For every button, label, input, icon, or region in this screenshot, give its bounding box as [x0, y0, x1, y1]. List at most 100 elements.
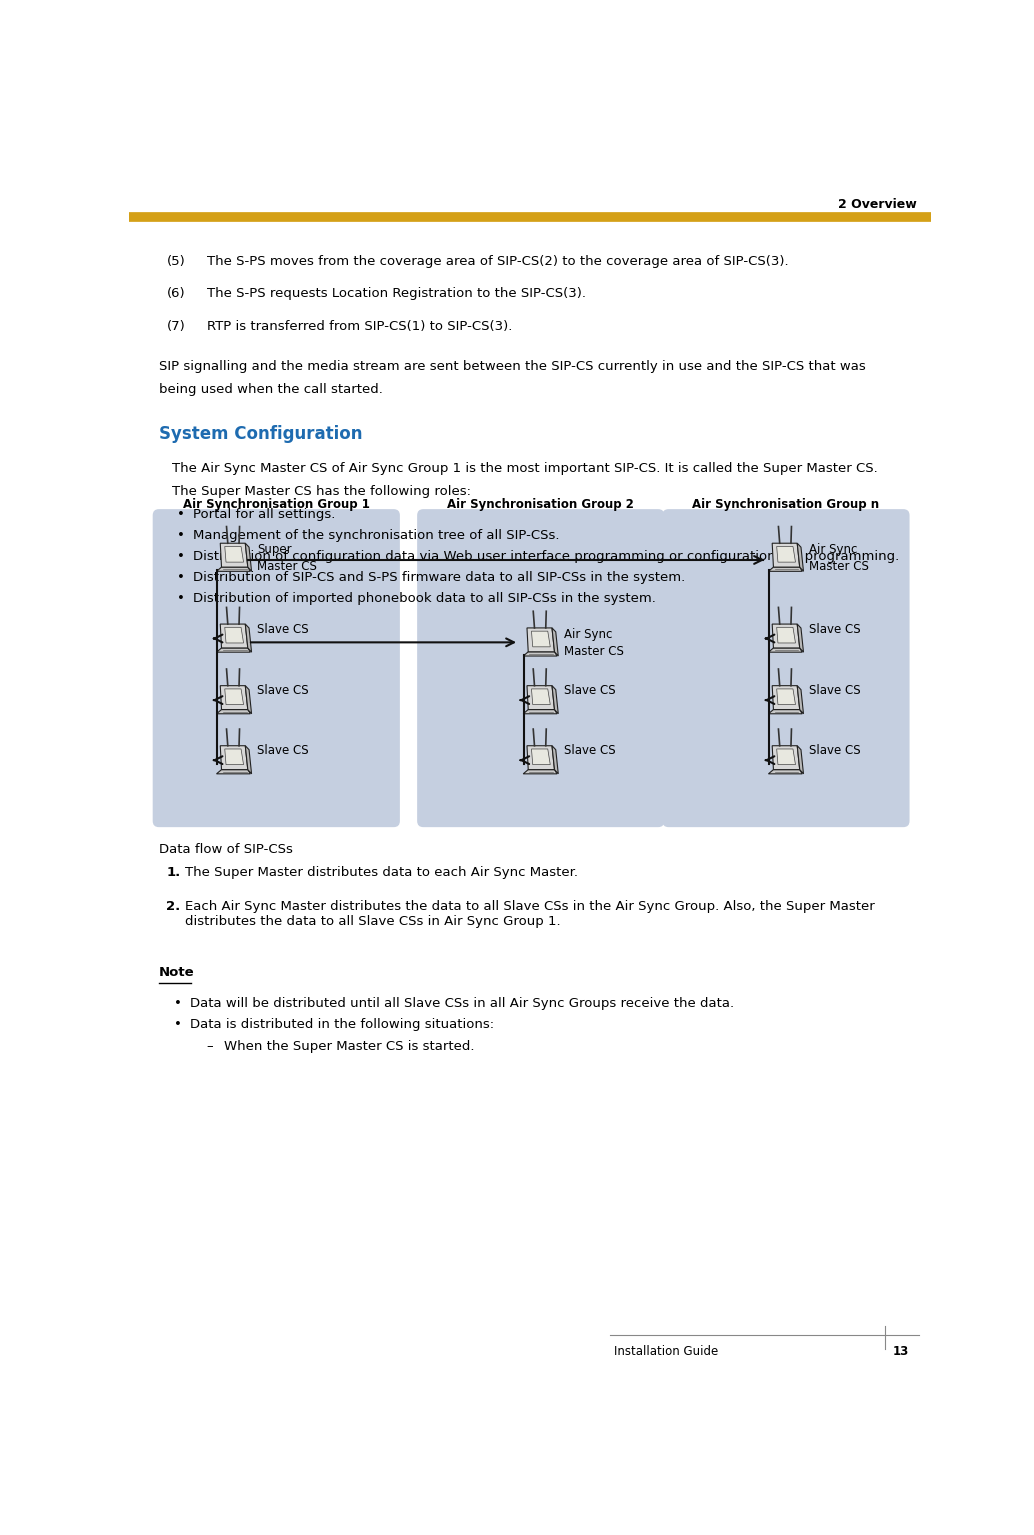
Polygon shape: [531, 749, 550, 764]
Text: (6): (6): [166, 287, 185, 301]
Text: Air Sync: Air Sync: [564, 628, 612, 642]
Text: Each Air Sync Master distributes the data to all Slave CSs in the Air Sync Group: Each Air Sync Master distributes the dat…: [185, 901, 875, 929]
Polygon shape: [220, 686, 248, 709]
Polygon shape: [768, 769, 802, 774]
Polygon shape: [777, 689, 795, 705]
Polygon shape: [772, 543, 799, 566]
Polygon shape: [552, 628, 558, 655]
Text: •: •: [177, 530, 185, 542]
Text: •: •: [177, 571, 185, 583]
Text: Distribution of imported phonebook data to all SIP-CSs in the system.: Distribution of imported phonebook data …: [192, 591, 656, 605]
Text: Master CS: Master CS: [564, 645, 624, 659]
Polygon shape: [527, 686, 554, 709]
Text: The S-PS moves from the coverage area of SIP-CS(2) to the coverage area of SIP-C: The S-PS moves from the coverage area of…: [207, 255, 788, 269]
Polygon shape: [245, 625, 251, 652]
Text: The Air Sync Master CS of Air Sync Group 1 is the most important SIP-CS. It is c: The Air Sync Master CS of Air Sync Group…: [172, 462, 878, 476]
Text: Air Sync: Air Sync: [810, 543, 857, 557]
Text: Air Synchronisation Group 2: Air Synchronisation Group 2: [448, 499, 634, 511]
Text: Distribution of configuration data via Web user interface programming or configu: Distribution of configuration data via W…: [192, 550, 899, 563]
Text: Portal for all settings.: Portal for all settings.: [192, 508, 335, 522]
Text: Slave CS: Slave CS: [257, 623, 309, 635]
Text: •: •: [177, 550, 185, 563]
Text: RTP is transferred from SIP-CS(1) to SIP-CS(3).: RTP is transferred from SIP-CS(1) to SIP…: [207, 319, 512, 333]
Polygon shape: [216, 709, 250, 714]
FancyBboxPatch shape: [153, 510, 400, 827]
Text: –: –: [207, 1039, 213, 1053]
Polygon shape: [777, 546, 795, 562]
Polygon shape: [772, 625, 799, 648]
Polygon shape: [797, 686, 803, 714]
Text: Data flow of SIP-CSs: Data flow of SIP-CSs: [158, 843, 293, 855]
Polygon shape: [768, 709, 802, 714]
Text: Data is distributed in the following situations:: Data is distributed in the following sit…: [189, 1018, 494, 1032]
Text: Air Synchronisation Group 1: Air Synchronisation Group 1: [183, 499, 370, 511]
Text: Super: Super: [257, 543, 292, 557]
Text: Air Synchronisation Group n: Air Synchronisation Group n: [693, 499, 880, 511]
Text: being used when the call started.: being used when the call started.: [158, 382, 383, 396]
Text: •: •: [174, 996, 182, 1010]
Polygon shape: [523, 709, 557, 714]
Polygon shape: [216, 566, 250, 571]
Text: Data will be distributed until all Slave CSs in all Air Sync Groups receive the : Data will be distributed until all Slave…: [189, 996, 734, 1010]
Polygon shape: [216, 648, 250, 652]
Text: When the Super Master CS is started.: When the Super Master CS is started.: [223, 1039, 475, 1053]
Polygon shape: [772, 746, 799, 769]
Polygon shape: [224, 749, 244, 764]
Polygon shape: [220, 543, 248, 566]
Polygon shape: [220, 625, 248, 648]
Text: •: •: [177, 508, 185, 522]
FancyBboxPatch shape: [663, 510, 910, 827]
FancyBboxPatch shape: [417, 510, 664, 827]
Polygon shape: [216, 769, 250, 774]
Text: •: •: [174, 1018, 182, 1032]
Polygon shape: [527, 746, 554, 769]
Polygon shape: [220, 746, 248, 769]
Polygon shape: [245, 686, 251, 714]
Text: 13: 13: [892, 1345, 909, 1357]
Polygon shape: [768, 648, 802, 652]
Polygon shape: [224, 689, 244, 705]
Text: Slave CS: Slave CS: [257, 685, 309, 697]
Text: Slave CS: Slave CS: [564, 685, 615, 697]
Polygon shape: [768, 566, 802, 571]
Text: Note: Note: [158, 966, 194, 979]
Text: 2 Overview: 2 Overview: [838, 198, 917, 210]
Text: Distribution of SIP-CS and S-PS firmware data to all SIP-CSs in the system.: Distribution of SIP-CS and S-PS firmware…: [192, 571, 686, 583]
Text: Management of the synchronisation tree of all SIP-CSs.: Management of the synchronisation tree o…: [192, 530, 559, 542]
Text: Slave CS: Slave CS: [810, 685, 861, 697]
Text: SIP signalling and the media stream are sent between the SIP-CS currently in use: SIP signalling and the media stream are …: [158, 359, 865, 373]
Text: Installation Guide: Installation Guide: [613, 1345, 718, 1357]
Polygon shape: [797, 625, 803, 652]
Text: •: •: [177, 591, 185, 605]
Text: Slave CS: Slave CS: [257, 744, 309, 757]
Text: Master CS: Master CS: [257, 560, 317, 574]
Text: The Super Master CS has the following roles:: The Super Master CS has the following ro…: [172, 485, 470, 499]
Polygon shape: [797, 543, 803, 571]
Polygon shape: [523, 769, 557, 774]
Polygon shape: [772, 686, 799, 709]
Polygon shape: [523, 652, 557, 655]
Polygon shape: [797, 746, 803, 774]
Polygon shape: [531, 689, 550, 705]
Text: System Configuration: System Configuration: [158, 425, 362, 444]
Text: 1.: 1.: [166, 866, 181, 878]
Text: 2.: 2.: [166, 901, 181, 913]
Polygon shape: [777, 749, 795, 764]
Polygon shape: [552, 686, 558, 714]
Polygon shape: [777, 628, 795, 643]
Polygon shape: [552, 746, 558, 774]
Text: (5): (5): [166, 255, 185, 269]
Polygon shape: [531, 631, 550, 646]
Text: Slave CS: Slave CS: [810, 744, 861, 757]
Polygon shape: [527, 628, 554, 652]
Text: Slave CS: Slave CS: [810, 623, 861, 635]
Text: Master CS: Master CS: [810, 560, 870, 574]
Polygon shape: [245, 746, 251, 774]
Polygon shape: [224, 628, 244, 643]
Text: Slave CS: Slave CS: [564, 744, 615, 757]
Text: (7): (7): [166, 319, 185, 333]
Text: The S-PS requests Location Registration to the SIP-CS(3).: The S-PS requests Location Registration …: [207, 287, 585, 301]
Polygon shape: [245, 543, 251, 571]
Polygon shape: [224, 546, 244, 562]
Text: The Super Master distributes data to each Air Sync Master.: The Super Master distributes data to eac…: [185, 866, 578, 878]
